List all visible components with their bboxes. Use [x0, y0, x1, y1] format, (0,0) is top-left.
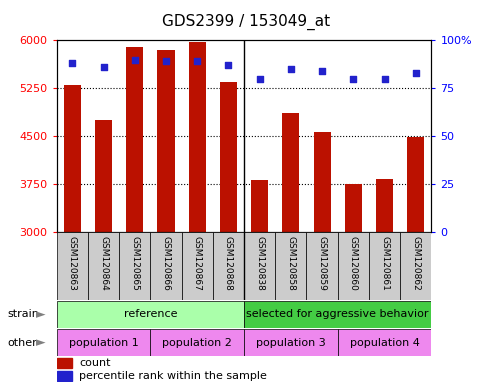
Bar	[251, 180, 268, 232]
Bar	[220, 82, 237, 232]
Bar	[345, 184, 362, 232]
Point	[193, 58, 201, 65]
Text: population 4: population 4	[350, 338, 420, 348]
Text: reference: reference	[124, 310, 177, 319]
Bar	[407, 137, 424, 232]
Bar	[213, 232, 244, 300]
Bar	[57, 232, 88, 300]
Bar	[157, 50, 175, 232]
Point	[162, 58, 170, 65]
Bar	[376, 179, 393, 232]
Bar	[244, 329, 338, 356]
Point	[412, 70, 420, 76]
Text: population 3: population 3	[256, 338, 326, 348]
Bar	[126, 47, 143, 232]
Bar	[57, 301, 244, 328]
Bar	[64, 85, 81, 232]
Bar	[189, 42, 206, 232]
Point	[318, 68, 326, 74]
Bar	[119, 232, 150, 300]
Text: GSM120858: GSM120858	[286, 236, 295, 291]
Bar	[57, 329, 150, 356]
Point	[131, 56, 139, 63]
Text: other: other	[7, 338, 37, 348]
Bar	[95, 120, 112, 232]
Point	[100, 64, 107, 70]
Text: GSM120862: GSM120862	[411, 236, 420, 290]
Bar	[88, 232, 119, 300]
Text: count: count	[79, 358, 110, 368]
Text: strain: strain	[7, 310, 39, 319]
Text: GSM120860: GSM120860	[349, 236, 358, 291]
Text: GSM120861: GSM120861	[380, 236, 389, 291]
Bar	[307, 232, 338, 300]
Text: population 2: population 2	[162, 338, 232, 348]
Bar	[338, 232, 369, 300]
Bar	[244, 301, 431, 328]
Point	[381, 76, 388, 82]
Bar	[181, 232, 213, 300]
Point	[224, 62, 232, 68]
Text: percentile rank within the sample: percentile rank within the sample	[79, 371, 267, 381]
Bar	[282, 113, 299, 232]
Text: GSM120863: GSM120863	[68, 236, 77, 291]
Bar	[57, 371, 72, 381]
Text: GSM120865: GSM120865	[130, 236, 139, 291]
Bar	[338, 329, 431, 356]
Text: GSM120867: GSM120867	[193, 236, 202, 291]
Point	[256, 76, 264, 82]
Point	[287, 66, 295, 72]
Bar	[369, 232, 400, 300]
Bar	[275, 232, 307, 300]
Text: GDS2399 / 153049_at: GDS2399 / 153049_at	[162, 13, 331, 30]
Text: GSM120859: GSM120859	[317, 236, 326, 291]
Text: GSM120868: GSM120868	[224, 236, 233, 291]
Text: GSM120864: GSM120864	[99, 236, 108, 290]
Bar	[57, 358, 72, 367]
Text: ►: ►	[36, 308, 46, 321]
Point	[350, 76, 357, 82]
Text: GSM120866: GSM120866	[162, 236, 171, 291]
Point	[69, 60, 76, 66]
Text: selected for aggressive behavior: selected for aggressive behavior	[246, 310, 429, 319]
Text: ►: ►	[36, 336, 46, 349]
Bar	[400, 232, 431, 300]
Bar	[150, 232, 181, 300]
Bar	[244, 232, 275, 300]
Bar	[314, 132, 331, 232]
Text: population 1: population 1	[69, 338, 139, 348]
Bar	[150, 329, 244, 356]
Text: GSM120838: GSM120838	[255, 236, 264, 291]
